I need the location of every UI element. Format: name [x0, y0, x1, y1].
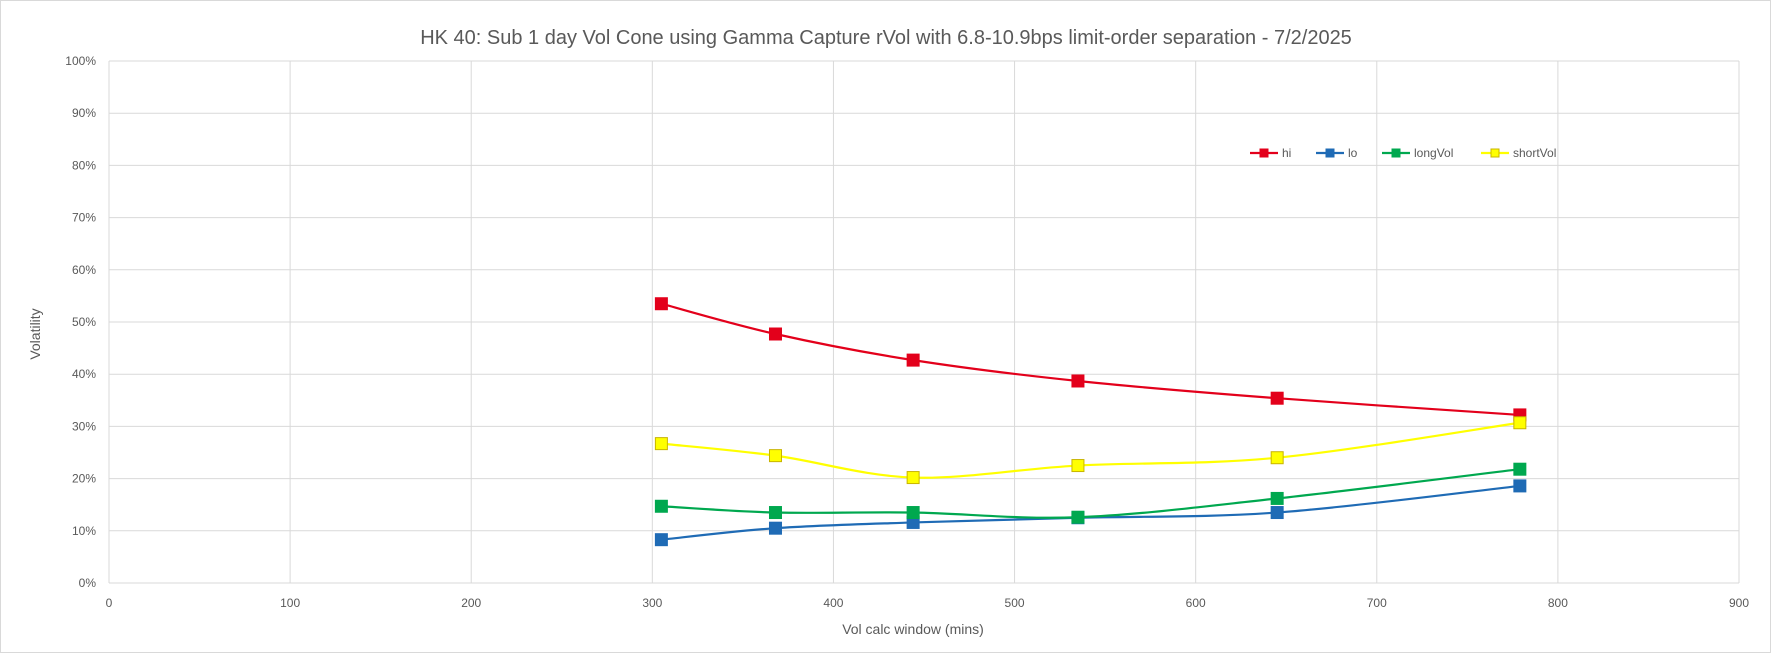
chart-title: HK 40: Sub 1 day Vol Cone using Gamma Ca…: [420, 27, 1352, 49]
x-tick-label: 300: [642, 596, 662, 610]
legend-label: hi: [1282, 146, 1291, 160]
y-tick-label: 100%: [65, 54, 96, 68]
y-tick-label: 80%: [72, 158, 96, 172]
legend-marker: [1325, 148, 1335, 158]
data-point-marker: [768, 521, 782, 535]
data-point-marker: [1270, 491, 1284, 505]
series-longvol: [654, 462, 1527, 524]
series-hi: [654, 297, 1527, 422]
data-point-marker: [654, 437, 668, 451]
x-axis-title: Vol calc window (mins): [842, 621, 984, 637]
y-tick-label: 50%: [72, 315, 96, 329]
data-point-marker: [1513, 479, 1527, 493]
y-tick-label: 90%: [72, 106, 96, 120]
data-point-marker: [654, 499, 668, 513]
series-layer: [654, 297, 1527, 547]
x-axis-ticks: 0 100 200 300 400 500 600 700 800 900: [106, 596, 1750, 610]
x-tick-label: 0: [106, 596, 113, 610]
gridlines: [108, 60, 1740, 584]
x-tick-label: 700: [1367, 596, 1387, 610]
data-point-marker: [906, 353, 920, 367]
x-tick-label: 100: [280, 596, 300, 610]
y-tick-label: 0%: [79, 576, 97, 590]
y-axis-ticks: 0% 10% 20% 30% 40% 50% 60% 70% 80% 90% 100%: [65, 54, 96, 590]
legend-item-shortvol: shortVol: [1481, 146, 1556, 160]
x-tick-label: 200: [461, 596, 481, 610]
x-tick-label: 600: [1186, 596, 1206, 610]
series-shortvol: [654, 416, 1527, 485]
y-tick-label: 30%: [72, 419, 96, 433]
data-point-marker: [1071, 374, 1085, 388]
y-tick-label: 60%: [72, 263, 96, 277]
legend-label: lo: [1348, 146, 1358, 160]
x-tick-label: 900: [1729, 596, 1749, 610]
data-point-marker: [768, 327, 782, 341]
data-point-marker: [1270, 391, 1284, 405]
legend-marker: [1259, 148, 1269, 158]
series-line: [661, 421, 1521, 479]
data-point-marker: [906, 506, 920, 520]
legend-item-hi: hi: [1250, 146, 1291, 160]
data-point-marker: [1270, 451, 1284, 465]
data-point-marker: [768, 449, 782, 463]
data-point-marker: [1270, 506, 1284, 520]
y-tick-label: 40%: [72, 367, 96, 381]
x-tick-label: 800: [1548, 596, 1568, 610]
legend-label: shortVol: [1513, 146, 1556, 160]
data-point-marker: [1513, 462, 1527, 476]
legend-marker: [1490, 148, 1500, 158]
y-tick-label: 20%: [72, 472, 96, 486]
legend-item-longvol: longVol: [1382, 146, 1453, 160]
x-tick-label: 500: [1005, 596, 1025, 610]
y-axis-title: Volatility: [27, 308, 43, 359]
data-point-marker: [1071, 459, 1085, 473]
legend-label: longVol: [1414, 146, 1453, 160]
data-point-marker: [1071, 510, 1085, 524]
x-tick-label: 400: [823, 596, 843, 610]
data-point-marker: [768, 506, 782, 520]
data-point-marker: [906, 471, 920, 485]
y-tick-label: 70%: [72, 211, 96, 225]
data-point-marker: [654, 533, 668, 547]
series-line: [661, 468, 1520, 519]
y-tick-label: 10%: [72, 524, 96, 538]
series-line: [661, 302, 1520, 417]
legend: hi lo longVol shortVol: [1250, 146, 1556, 160]
data-point-marker: [1513, 416, 1527, 430]
data-point-marker: [654, 297, 668, 311]
legend-item-lo: lo: [1316, 146, 1358, 160]
legend-marker: [1391, 148, 1401, 158]
